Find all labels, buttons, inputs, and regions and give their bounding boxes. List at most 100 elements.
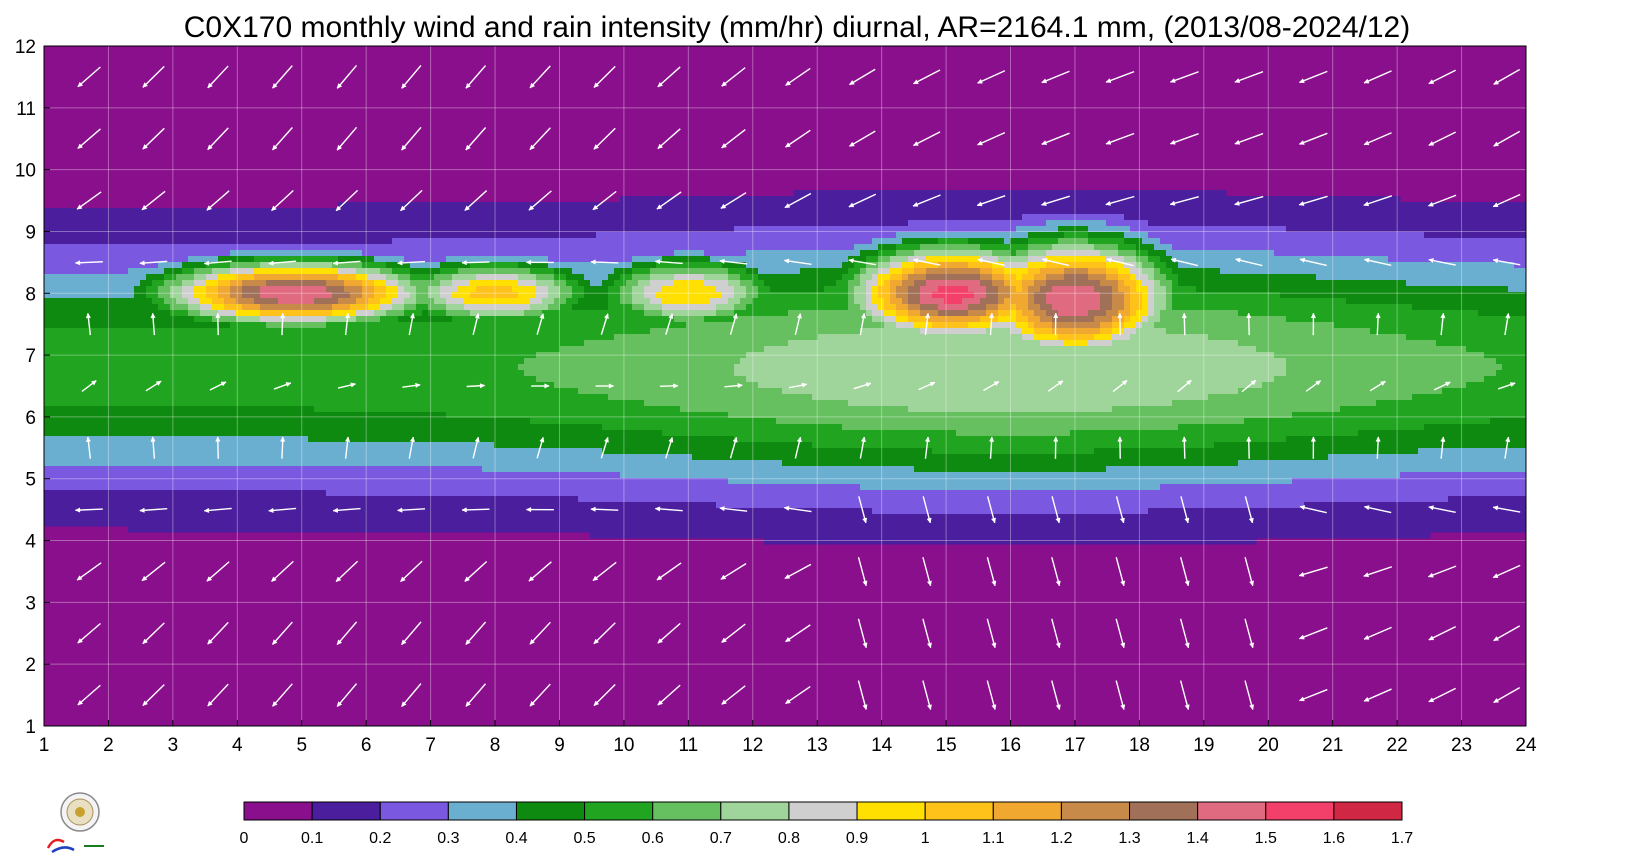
rain-intensity-cell	[392, 352, 399, 359]
rain-intensity-cell	[218, 250, 225, 257]
rain-intensity-cell	[566, 460, 573, 467]
rain-intensity-cell	[266, 490, 273, 497]
rain-intensity-cell	[266, 526, 273, 533]
rain-intensity-cell	[518, 322, 525, 329]
rain-intensity-cell	[530, 268, 537, 275]
rain-intensity-cell	[428, 424, 435, 431]
rain-intensity-cell	[266, 244, 273, 251]
rain-intensity-cell	[452, 400, 459, 407]
rain-intensity-cell	[530, 358, 537, 365]
rain-intensity-cell	[428, 364, 435, 371]
rain-intensity-cell	[170, 238, 177, 245]
rain-intensity-cell	[548, 340, 555, 347]
rain-intensity-cell	[566, 424, 573, 431]
rain-intensity-cell	[428, 436, 435, 443]
rain-intensity-cell	[530, 262, 537, 269]
rain-intensity-cell	[158, 226, 165, 233]
rain-intensity-cell	[320, 286, 327, 293]
rain-intensity-cell	[50, 406, 57, 413]
rain-intensity-cell	[482, 220, 489, 227]
rain-intensity-cell	[86, 208, 93, 215]
rain-intensity-cell	[314, 214, 321, 221]
rain-intensity-cell	[572, 484, 579, 491]
rain-intensity-cell	[542, 298, 549, 305]
rain-intensity-cell	[542, 334, 549, 341]
rain-intensity-cell	[170, 364, 177, 371]
rain-intensity-cell	[128, 406, 135, 413]
rain-intensity-cell	[206, 232, 213, 239]
rain-intensity-cell	[158, 406, 165, 413]
rain-intensity-cell	[446, 370, 453, 377]
rain-intensity-cell	[566, 298, 573, 305]
rain-intensity-cell	[278, 304, 285, 311]
rain-intensity-cell	[470, 304, 477, 311]
rain-intensity-cell	[152, 412, 159, 419]
rain-intensity-cell	[146, 436, 153, 443]
rain-intensity-cell	[206, 454, 213, 461]
rain-intensity-cell	[308, 520, 315, 527]
rain-intensity-cell	[62, 376, 69, 383]
rain-intensity-cell	[446, 346, 453, 353]
rain-intensity-cell	[512, 268, 519, 275]
rain-intensity-cell	[260, 496, 267, 503]
rain-intensity-cell	[332, 496, 339, 503]
rain-intensity-cell	[584, 472, 591, 479]
rain-intensity-cell	[434, 256, 441, 263]
rain-intensity-cell	[584, 304, 591, 311]
rain-intensity-cell	[230, 274, 237, 281]
rain-intensity-cell	[182, 370, 189, 377]
rain-intensity-cell	[278, 460, 285, 467]
rain-intensity-cell	[254, 460, 261, 467]
rain-intensity-cell	[518, 286, 525, 293]
rain-intensity-cell	[380, 376, 387, 383]
rain-intensity-cell	[74, 418, 81, 425]
rain-intensity-cell	[362, 214, 369, 221]
rain-intensity-cell	[398, 298, 405, 305]
rain-intensity-cell	[332, 388, 339, 395]
rain-intensity-cell	[332, 358, 339, 365]
rain-intensity-cell	[338, 388, 345, 395]
rain-intensity-cell	[356, 292, 363, 299]
rain-intensity-cell	[158, 430, 165, 437]
rain-intensity-cell	[518, 412, 525, 419]
rain-intensity-cell	[356, 448, 363, 455]
rain-intensity-cell	[560, 340, 567, 347]
rain-intensity-cell	[404, 328, 411, 335]
rain-intensity-cell	[122, 292, 129, 299]
rain-intensity-cell	[182, 250, 189, 257]
rain-intensity-cell	[500, 226, 507, 233]
rain-intensity-cell	[302, 232, 309, 239]
rain-intensity-cell	[488, 280, 495, 287]
rain-intensity-cell	[500, 298, 507, 305]
rain-intensity-cell	[242, 370, 249, 377]
rain-intensity-cell	[362, 436, 369, 443]
rain-intensity-cell	[62, 268, 69, 275]
rain-intensity-cell	[380, 388, 387, 395]
rain-intensity-cell	[170, 472, 177, 479]
rain-intensity-cell	[566, 202, 573, 209]
rain-intensity-cell	[140, 262, 147, 269]
rain-intensity-cell	[200, 274, 207, 281]
rain-intensity-cell	[506, 436, 513, 443]
rain-intensity-cell	[170, 220, 177, 227]
rain-intensity-cell	[362, 472, 369, 479]
rain-intensity-cell	[212, 358, 219, 365]
rain-intensity-cell	[188, 358, 195, 365]
rain-intensity-cell	[554, 442, 561, 449]
rain-intensity-cell	[194, 310, 201, 317]
rain-intensity-cell	[434, 358, 441, 365]
rain-intensity-cell	[224, 364, 231, 371]
rain-intensity-cell	[362, 244, 369, 251]
rain-intensity-cell	[242, 268, 249, 275]
rain-intensity-cell	[290, 352, 297, 359]
rain-intensity-cell	[110, 436, 117, 443]
rain-intensity-cell	[488, 226, 495, 233]
rain-intensity-cell	[524, 334, 531, 341]
rain-intensity-cell	[128, 328, 135, 335]
rain-intensity-cell	[404, 388, 411, 395]
rain-intensity-cell	[236, 292, 243, 299]
rain-intensity-cell	[548, 466, 555, 473]
rain-intensity-cell	[494, 298, 501, 305]
rain-intensity-cell	[284, 262, 291, 269]
rain-intensity-cell	[404, 400, 411, 407]
